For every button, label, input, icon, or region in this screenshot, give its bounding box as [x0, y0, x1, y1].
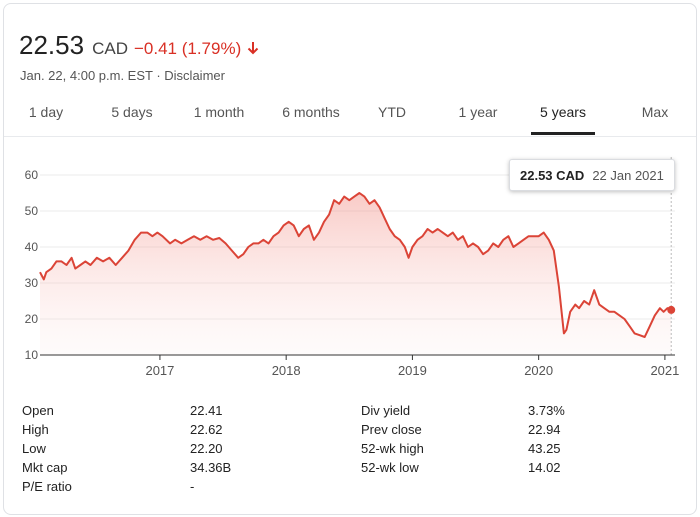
tab-6-months[interactable]: 6 months — [282, 104, 340, 120]
tab-1-year[interactable]: 1 year — [458, 104, 498, 120]
arrow-down-icon — [248, 42, 259, 55]
x-tick-label: 2021 — [650, 363, 679, 378]
y-tick-label: 20 — [25, 312, 39, 326]
current-point-marker — [667, 305, 676, 314]
stat-value: - — [190, 479, 195, 494]
range-tabs: 1 day 5 days 1 month 6 months YTD 1 year… — [4, 98, 696, 137]
price-row: 22.53 CAD −0.41 (1.79%) — [19, 30, 260, 64]
y-tick-label: 60 — [25, 168, 39, 182]
stat-value: 22.62 — [190, 422, 223, 437]
y-tick-label: 40 — [25, 240, 39, 254]
stat-label: Open — [22, 403, 54, 418]
stat-row-mkt-cap: Mkt cap 34.36B — [22, 458, 322, 477]
tooltip-date: 22 Jan 2021 — [592, 167, 664, 183]
y-axis-ticks: 60 50 40 30 20 10 — [25, 168, 39, 362]
tooltip-price: 22.53 CAD — [520, 167, 585, 183]
currency: CAD — [92, 39, 128, 58]
stat-value: 14.02 — [528, 460, 561, 475]
y-tick-label: 30 — [25, 276, 39, 290]
stat-value: 22.94 — [528, 422, 561, 437]
stat-label: Low — [22, 441, 46, 456]
stat-row-pe-ratio: P/E ratio - — [22, 477, 322, 496]
price-chart[interactable]: 60 50 40 30 20 10 2017 2018 2019 2020 2021 — [0, 152, 700, 387]
stat-row-open: Open 22.41 — [22, 401, 322, 420]
y-tick-label: 10 — [25, 348, 39, 362]
tab-1-day[interactable]: 1 day — [28, 104, 64, 120]
stat-row-52wk-high: 52-wk high 43.25 — [361, 439, 661, 458]
stat-label: Div yield — [361, 403, 411, 418]
x-axis-ticks: 2017 2018 2019 2020 2021 — [145, 355, 679, 378]
stock-card: 22.53 CAD −0.41 (1.79%) Jan. 22, 4:00 p.… — [3, 3, 697, 515]
stat-label: Mkt cap — [22, 460, 68, 475]
price-change: −0.41 (1.79%) — [133, 39, 242, 58]
stat-label: High — [22, 422, 49, 437]
stat-value: 22.20 — [190, 441, 223, 456]
price-line — [39, 192, 672, 338]
stat-label: 52-wk high — [361, 441, 424, 456]
x-tick-label: 2018 — [272, 363, 301, 378]
price-area — [40, 193, 672, 355]
x-tick-label: 2020 — [524, 363, 553, 378]
x-tick-label: 2019 — [398, 363, 427, 378]
x-tick-label: 2017 — [145, 363, 174, 378]
stat-row-low: Low 22.20 — [22, 439, 322, 458]
stat-value: 3.73% — [528, 403, 565, 418]
stat-row-div-yield: Div yield 3.73% — [361, 401, 661, 420]
timestamp: Jan. 22, 4:00 p.m. EST · — [20, 68, 165, 83]
tab-1-month[interactable]: 1 month — [193, 104, 245, 120]
stat-value: 43.25 — [528, 441, 561, 456]
current-price: 22.53 — [19, 30, 85, 60]
stats-left: Open 22.41 High 22.62 Low 22.20 Mkt cap 34.3… — [22, 401, 322, 496]
stat-label: Prev close — [361, 422, 422, 437]
quote-meta: Jan. 22, 4:00 p.m. EST · Disclaimer — [20, 68, 225, 83]
tab-max[interactable]: Max — [641, 104, 669, 120]
stat-row-prev-close: Prev close 22.94 — [361, 420, 661, 439]
disclaimer-link[interactable]: Disclaimer — [164, 68, 225, 83]
stat-value: 22.41 — [190, 403, 223, 418]
stat-label: 52-wk low — [361, 460, 419, 475]
y-tick-label: 50 — [25, 204, 39, 218]
stat-row-high: High 22.62 — [22, 420, 322, 439]
tab-5-days[interactable]: 5 days — [111, 104, 153, 120]
tab-5-years[interactable]: 5 years — [531, 98, 595, 135]
stat-label: P/E ratio — [22, 479, 72, 494]
stat-row-52wk-low: 52-wk low 14.02 — [361, 458, 661, 477]
stat-value: 34.36B — [190, 460, 232, 475]
tab-ytd[interactable]: YTD — [378, 104, 406, 120]
hover-tooltip: 22.53 CAD 22 Jan 2021 — [509, 159, 675, 191]
stats-right: Div yield 3.73% Prev close 22.94 52-wk hig… — [361, 401, 661, 477]
